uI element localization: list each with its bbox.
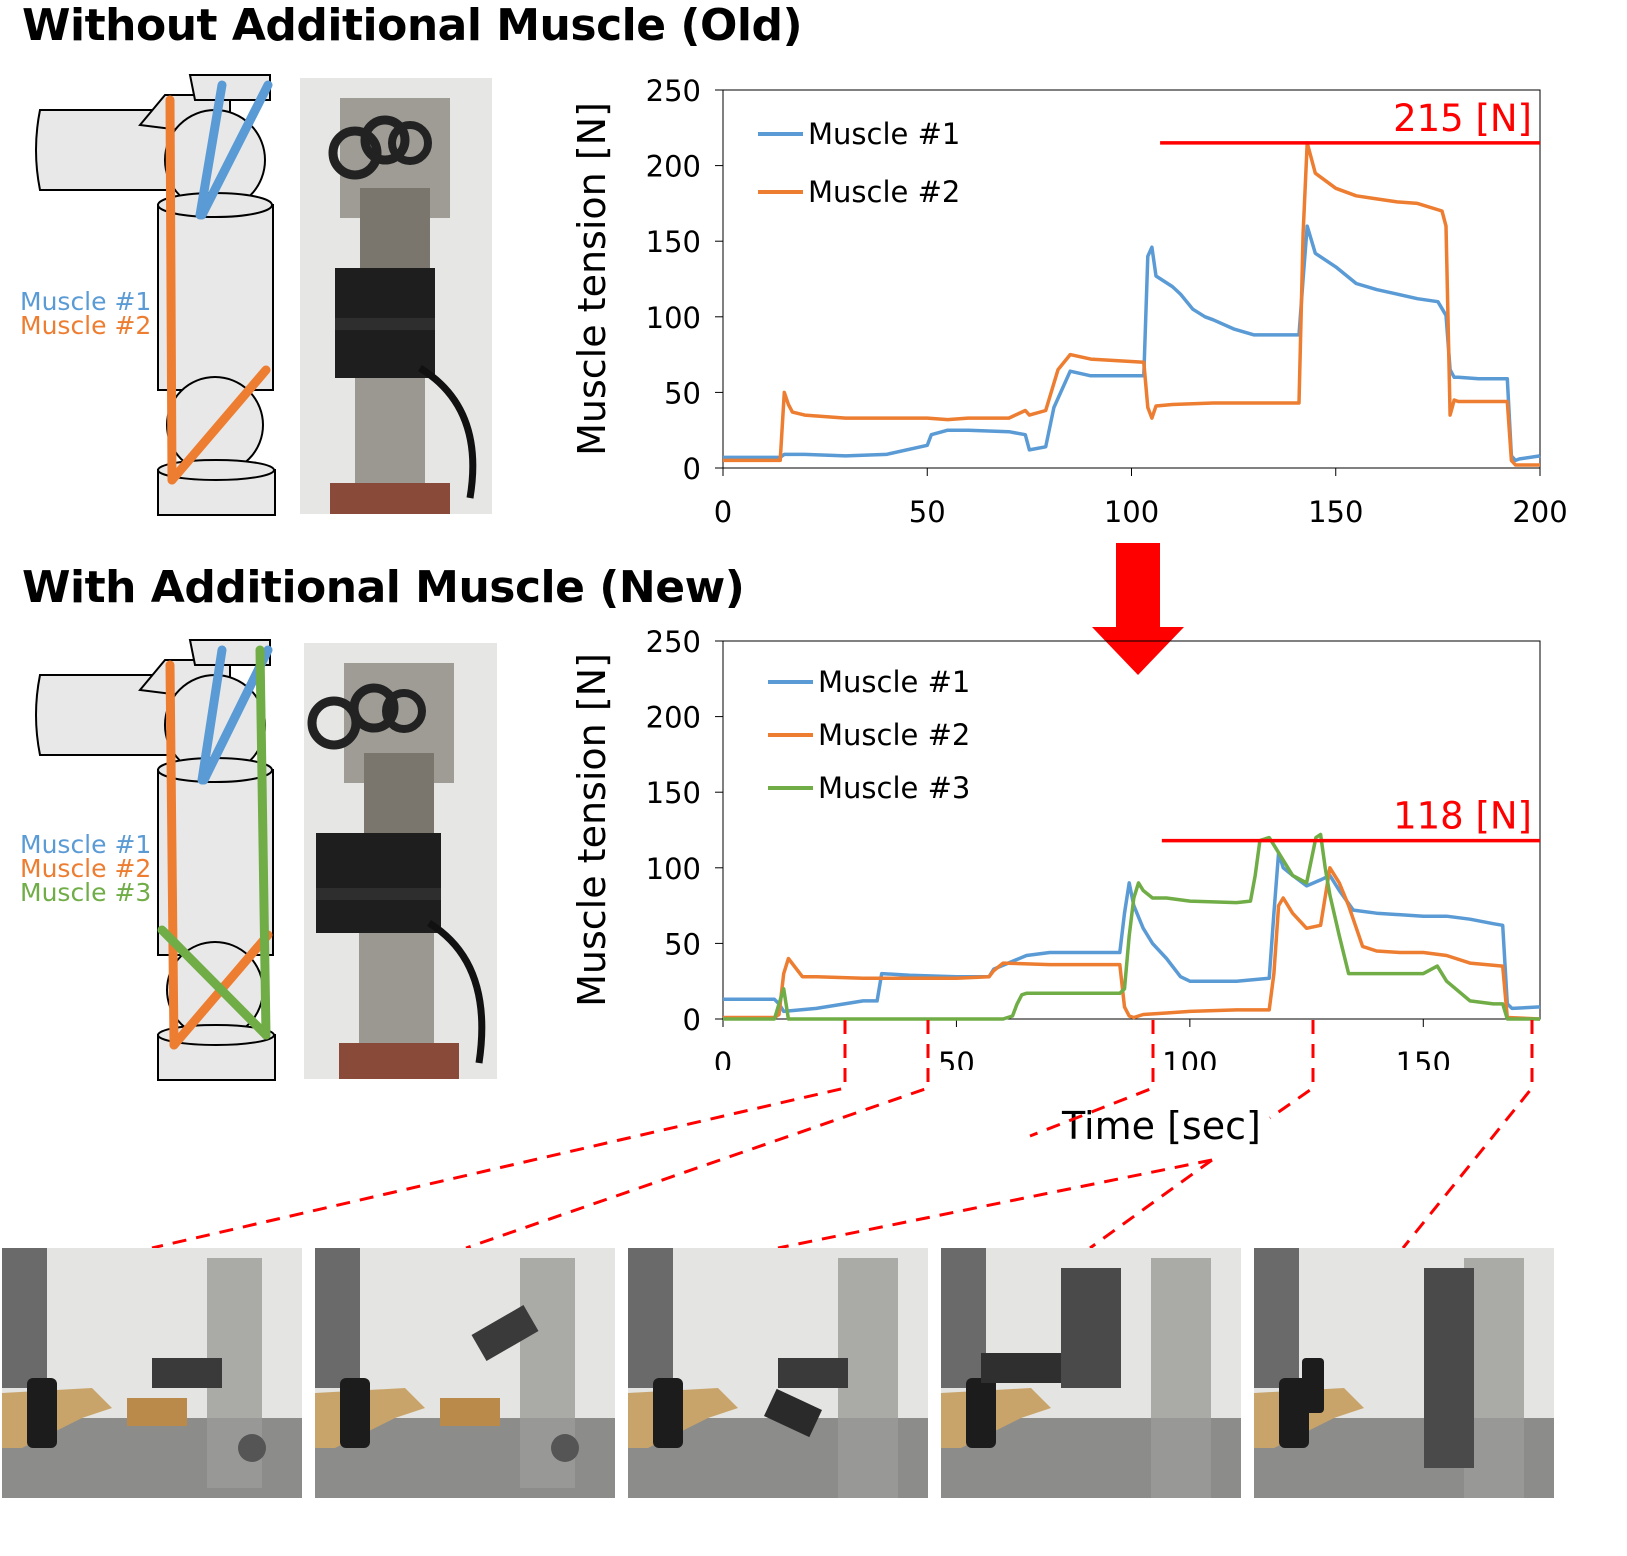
muscle-tension-chart-new: 0 50 100 150 200 250 0 50 100 150 Muscle tension [… — [570, 625, 1541, 1070]
x-tick-label: 150 — [1308, 495, 1363, 529]
series-line-2 — [723, 866, 1541, 1021]
y-axis-label: Muscle tension [N] — [570, 653, 614, 1007]
series-line-1 — [723, 850, 1541, 1014]
y-tick-label: 200 — [646, 701, 701, 735]
y-tick-label: 250 — [646, 74, 701, 108]
y-tick-label: 150 — [646, 225, 701, 259]
robot-arm-photo-new — [304, 643, 497, 1079]
diagram-label-muscle-3: Muscle #3 — [20, 878, 152, 907]
series-line-1 — [723, 224, 1541, 463]
muscle-2-line — [165, 95, 177, 485]
x-tick-label: 150 — [1396, 1046, 1451, 1070]
x-tick-label: 0 — [714, 495, 732, 529]
x-tick-label: 200 — [1512, 495, 1567, 529]
snapshot-frame-4 — [941, 1248, 1241, 1498]
y-axis-label: Muscle tension [N] — [570, 102, 614, 456]
y-tick-label: 0 — [683, 452, 701, 486]
x-axis-title: Time [sec] — [1062, 1104, 1261, 1148]
muscle-3-line — [157, 925, 271, 1040]
x-tick-label: 100 — [1104, 495, 1159, 529]
diagram-label-muscle-1: Muscle #1 — [20, 287, 152, 316]
snapshot-frame-3 — [628, 1248, 928, 1498]
y-tick-label: 0 — [683, 1003, 701, 1037]
snapshot-frame-1 — [2, 1248, 302, 1498]
legend-label-2: Muscle #2 — [818, 718, 970, 752]
legend-label-2: Muscle #2 — [808, 175, 960, 209]
y-tick-label: 250 — [646, 625, 701, 659]
x-tick-label: 50 — [938, 1046, 975, 1070]
y-tick-label: 200 — [646, 150, 701, 184]
snapshot-frame-5 — [1254, 1248, 1554, 1498]
series-line-3 — [723, 832, 1540, 1021]
y-tick-label: 100 — [646, 301, 701, 335]
x-tick-label: 100 — [1162, 1046, 1217, 1070]
muscle-2-line — [165, 660, 179, 1050]
series-line-2 — [723, 141, 1540, 467]
x-tick-label: 50 — [909, 495, 946, 529]
arm-diagram-old — [35, 74, 276, 516]
diagram-label-muscle-2: Muscle #2 — [20, 311, 152, 340]
muscle-3-line — [255, 645, 271, 1040]
diagram-label-muscle-2: Muscle #2 — [20, 854, 152, 883]
down-arrow-icon — [1092, 543, 1184, 675]
y-tick-label: 50 — [664, 376, 701, 410]
muscle-tension-chart-old: 0 50 100 150 200 250 0 50 100 150 200 Muscle tensio… — [570, 74, 1568, 529]
muscle-1-line — [197, 80, 273, 220]
plot-frame — [722, 640, 1541, 1020]
muscle-2-line — [167, 365, 271, 485]
y-tick-label: 150 — [646, 776, 701, 810]
snapshot-frame-2 — [315, 1248, 615, 1498]
y-tick-label: 100 — [646, 852, 701, 886]
peak-annotation-label: 118 [N] — [1393, 795, 1532, 838]
section-title-new: With Additional Muscle (New) — [22, 562, 745, 613]
y-tick-label: 50 — [664, 927, 701, 961]
section-title-old: Without Additional Muscle (Old) — [22, 0, 803, 51]
x-tick-label: 0 — [714, 1046, 732, 1070]
diagram-label-muscle-1: Muscle #1 — [20, 830, 152, 859]
legend-label-1: Muscle #1 — [818, 665, 970, 699]
robot-arm-photo-old — [300, 78, 492, 514]
muscle-1-line — [197, 645, 227, 785]
peak-annotation-label: 215 [N] — [1393, 97, 1532, 140]
muscle-1-line — [195, 80, 227, 220]
legend-label-1: Muscle #1 — [808, 117, 960, 151]
legend-label-3: Muscle #3 — [818, 771, 970, 805]
